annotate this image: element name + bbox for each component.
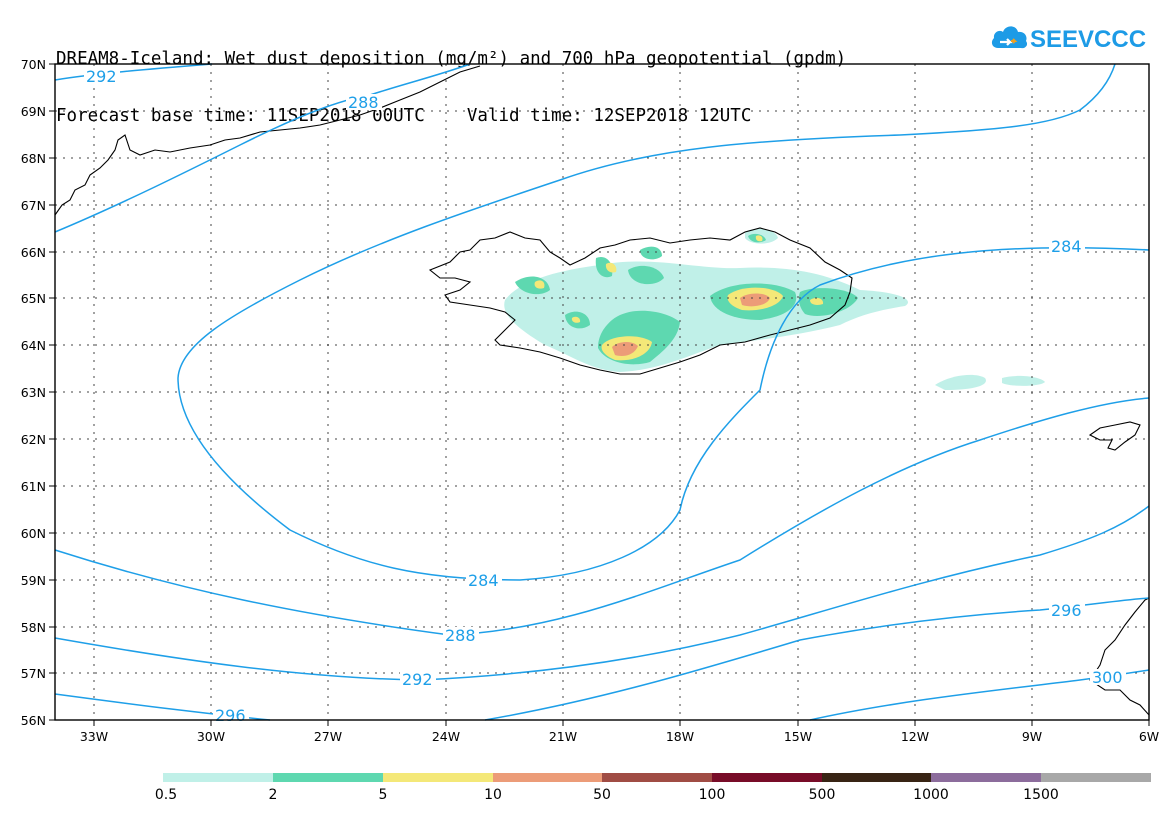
lat-label: 66N [21,245,46,260]
legend-label: 50 [593,787,611,803]
lon-label: 33W [80,729,108,744]
lat-label: 63N [21,385,46,400]
lat-label: 61N [21,479,46,494]
legend-label: 10 [484,787,502,803]
lat-label: 69N [21,104,46,119]
lat-label: 64N [21,338,46,353]
geopotential-contours [54,63,1150,721]
lat-label: 56N [21,713,46,728]
lon-label: 15W [784,729,812,744]
legend-label: 2 [268,787,278,803]
legend-colorbar [163,773,1151,782]
legend-swatch [383,773,493,782]
legend-swatch [712,773,822,782]
graticule-grid [55,64,1149,720]
longitude-labels: 33W 30W 27W 24W 21W 18W 15W 12W 9W 6W [80,729,1159,744]
lat-label: 65N [21,291,46,306]
legend-label: 1500 [1023,787,1059,803]
legend-label: 5 [378,787,388,803]
lon-label: 9W [1022,729,1042,744]
lat-label: 62N [21,432,46,447]
contour-labels: 292 288 284 284 288 292 296 296 300 [84,67,1126,725]
contour-label: 296 [1051,601,1082,620]
seevccc-logo: SEEVCCC [990,20,1146,60]
lon-label: 6W [1139,729,1159,744]
lat-label: 60N [21,526,46,541]
lat-label: 70N [21,57,46,72]
lat-label: 57N [21,666,46,681]
lat-label: 58N [21,620,46,635]
contour-label: 284 [1051,237,1082,256]
legend-swatch [931,773,1041,782]
legend-swatch [602,773,712,782]
contour-label: 296 [215,706,246,725]
lat-label: 67N [21,198,46,213]
legend-swatch [822,773,931,782]
legend-swatch [163,773,273,782]
legend-label: 100 [698,787,726,803]
lat-label: 59N [21,573,46,588]
legend-swatch [1041,773,1151,782]
legend-swatch [273,773,383,782]
coastlines [54,65,1150,717]
lat-label: 68N [21,151,46,166]
latitude-labels: 70N 69N 68N 67N 66N 65N 64N 63N 62N 61N … [21,57,46,728]
lon-label: 21W [549,729,577,744]
contour-label: 284 [468,571,499,590]
cloud-icon [991,26,1028,49]
legend-label: 500 [808,787,836,803]
lon-label: 27W [314,729,342,744]
lon-label: 30W [197,729,225,744]
dust-deposition-shading [504,228,1045,390]
contour-label: 288 [348,93,379,112]
axis-ticks [49,63,1150,726]
lon-label: 12W [901,729,929,744]
legend-swatch [493,773,602,782]
legend-label: 1000 [913,787,949,803]
legend-label: 0.5 [154,787,178,803]
contour-label: 292 [86,67,117,86]
contour-label: 292 [402,670,433,689]
logo-text: SEEVCCC [1030,26,1147,53]
contour-label: 288 [445,626,476,645]
lon-label: 18W [666,729,694,744]
lon-label: 24W [432,729,460,744]
contour-label: 300 [1092,668,1123,687]
